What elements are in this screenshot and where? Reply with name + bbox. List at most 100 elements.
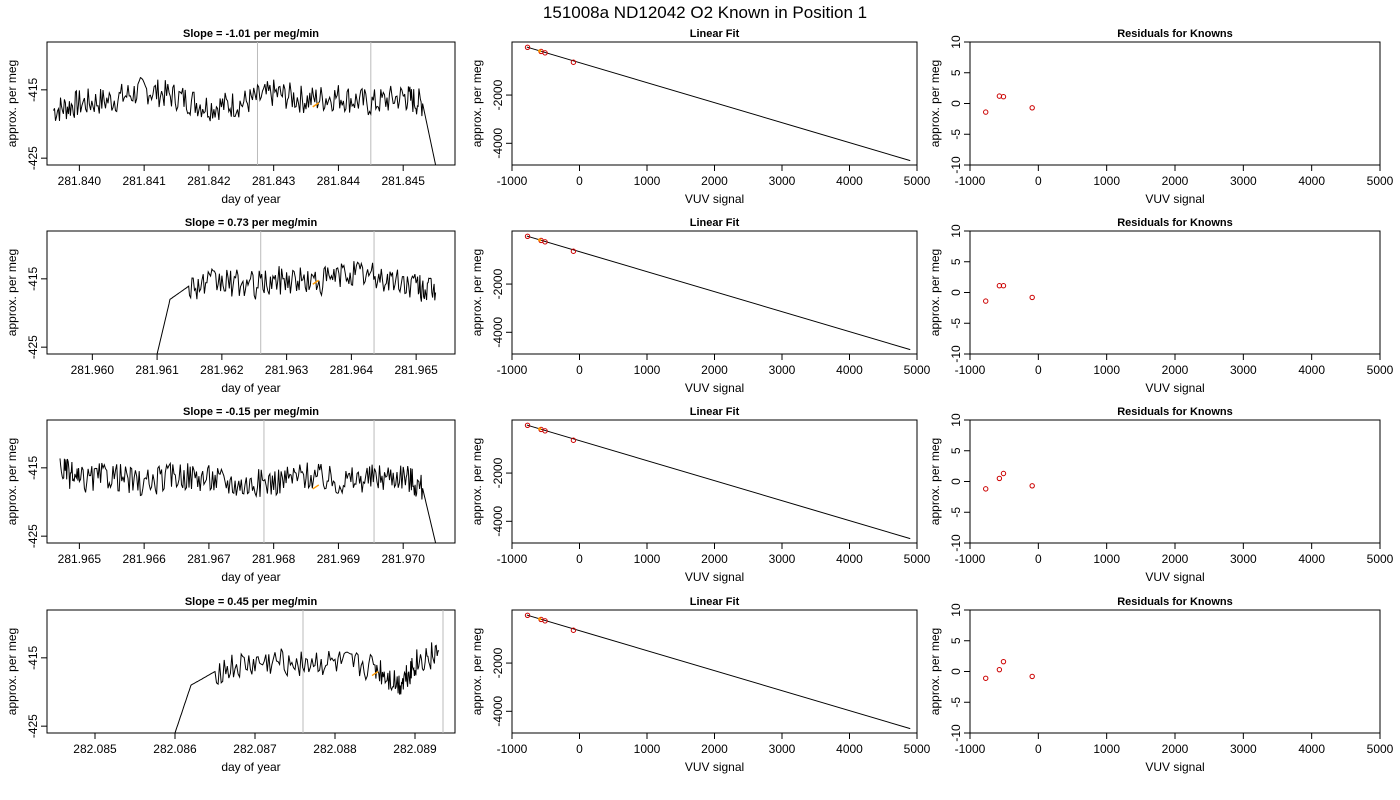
x-tick-label: 4000 xyxy=(836,742,863,756)
y-tick-label: -2000 xyxy=(491,647,505,678)
data-trace xyxy=(156,261,437,354)
y-tick-label: -10 xyxy=(949,156,963,174)
y-tick-label: 0 xyxy=(949,478,963,485)
data-point xyxy=(542,239,548,245)
panel-4-2: Linear Fit -1000 0 1000 2000 3000 4000 5000 -400… xyxy=(470,596,931,774)
x-axis-label: VUV signal xyxy=(1145,570,1204,584)
x-tick-label: 281.964 xyxy=(330,363,374,377)
y-tick-label: -4000 xyxy=(491,128,505,159)
plot-area xyxy=(983,470,1035,492)
y-tick-label: -2000 xyxy=(491,457,505,488)
y-tick-label: -425 xyxy=(26,714,40,738)
x-axis-label: day of year xyxy=(221,381,280,395)
panel-4-3: Residuals for Knowns -1000 0 1000 2000 3000 40… xyxy=(928,596,1394,774)
y-tick-label: -415 xyxy=(26,78,40,102)
x-axis-label: VUV signal xyxy=(685,381,744,395)
panel-title: Slope = -1.01 per meg/min xyxy=(183,28,319,40)
x-tick-label: 5000 xyxy=(1367,742,1394,756)
y-axis-label: approx. per meg xyxy=(470,628,484,715)
x-axis-label: day of year xyxy=(221,192,280,206)
x-tick-label: 2000 xyxy=(701,552,728,566)
x-tick-label: 2000 xyxy=(701,742,728,756)
y-tick-label: 10 xyxy=(949,224,963,238)
x-tick-label: 1000 xyxy=(1093,174,1120,188)
x-tick-label: 2000 xyxy=(701,363,728,377)
x-tick-label: 281.970 xyxy=(381,552,425,566)
data-point xyxy=(1000,658,1007,665)
y-tick-label: 10 xyxy=(949,603,963,617)
y-tick-label: 5 xyxy=(949,258,963,265)
y-tick-label: -5 xyxy=(949,129,963,140)
x-tick-label: 5000 xyxy=(904,174,931,188)
panel-title: Slope = 0.73 per meg/min xyxy=(185,217,318,229)
x-tick-label: 1000 xyxy=(1093,552,1120,566)
y-tick-label: 5 xyxy=(949,637,963,644)
data-point xyxy=(524,612,531,619)
y-tick-label: 0 xyxy=(949,100,963,107)
x-tick-label: 281.841 xyxy=(122,174,166,188)
x-axis-label: VUV signal xyxy=(1145,381,1204,395)
known-marker xyxy=(538,617,542,621)
y-axis-label: approx. per meg xyxy=(928,438,942,525)
x-tick-label: 281.969 xyxy=(317,552,361,566)
x-tick-label: 3000 xyxy=(1230,742,1257,756)
plot-area xyxy=(524,233,911,351)
y-axis-label: approx. per meg xyxy=(928,628,942,715)
data-point xyxy=(1029,294,1035,301)
panel-title: Residuals for Knowns xyxy=(1117,596,1233,608)
panel-1-3: Residuals for Knowns -1000 0 1000 2000 3000 40… xyxy=(928,28,1394,206)
y-tick-label: -425 xyxy=(26,335,40,359)
x-tick-label: 281.965 xyxy=(58,552,102,566)
y-axis-label: approx. per meg xyxy=(470,60,484,147)
panel-title: Linear Fit xyxy=(690,217,740,229)
x-tick-label: 4000 xyxy=(836,363,863,377)
x-tick-label: 281.960 xyxy=(71,363,115,377)
x-tick-label: 1000 xyxy=(634,742,661,756)
x-tick-label: 5000 xyxy=(1367,174,1394,188)
x-tick-label: 281.968 xyxy=(252,552,296,566)
y-axis-label: approx. per meg xyxy=(928,60,942,147)
panel-title: Residuals for Knowns xyxy=(1117,28,1233,40)
y-tick-label: -2000 xyxy=(491,79,505,110)
plot-frame xyxy=(46,230,456,355)
x-tick-label: 2000 xyxy=(1162,363,1189,377)
page-title: 151008a ND12042 O2 Known in Position 1 xyxy=(543,3,867,22)
y-axis-label: approx. per meg xyxy=(5,249,19,336)
x-tick-label: -1000 xyxy=(497,552,528,566)
y-axis-label: approx. per meg xyxy=(928,249,942,336)
data-point xyxy=(570,627,577,633)
x-tick-label: 2000 xyxy=(1162,174,1189,188)
fit-line xyxy=(526,235,911,351)
data-point xyxy=(570,248,577,254)
y-tick-label: -415 xyxy=(26,456,40,480)
x-tick-label: 4000 xyxy=(1298,363,1325,377)
x-tick-label: 0 xyxy=(1035,742,1042,756)
data-point xyxy=(1029,105,1035,111)
plot-area xyxy=(174,610,444,733)
data-point xyxy=(524,422,531,429)
x-tick-label: -1000 xyxy=(497,742,528,756)
x-axis-label: VUV signal xyxy=(685,192,744,206)
data-point xyxy=(1000,94,1007,100)
x-tick-label: 1000 xyxy=(1093,742,1120,756)
panel-title: Slope = 0.45 per meg/min xyxy=(185,596,318,608)
y-tick-label: -4000 xyxy=(491,506,505,537)
x-tick-label: 1000 xyxy=(634,552,661,566)
known-marker xyxy=(312,279,320,285)
plot-frame xyxy=(969,230,1381,355)
plot-area xyxy=(524,422,911,540)
data-point xyxy=(1000,283,1007,289)
y-axis-label: approx. per meg xyxy=(5,438,19,525)
x-tick-label: -1000 xyxy=(955,552,986,566)
x-tick-label: 4000 xyxy=(836,552,863,566)
x-tick-label: 4000 xyxy=(1298,552,1325,566)
plot-area xyxy=(983,93,1035,115)
x-tick-label: 1000 xyxy=(634,363,661,377)
plot-frame xyxy=(969,41,1381,166)
data-point xyxy=(1029,673,1035,680)
x-tick-label: 4000 xyxy=(1298,174,1325,188)
y-tick-label: -10 xyxy=(949,534,963,552)
data-point xyxy=(996,475,1003,482)
